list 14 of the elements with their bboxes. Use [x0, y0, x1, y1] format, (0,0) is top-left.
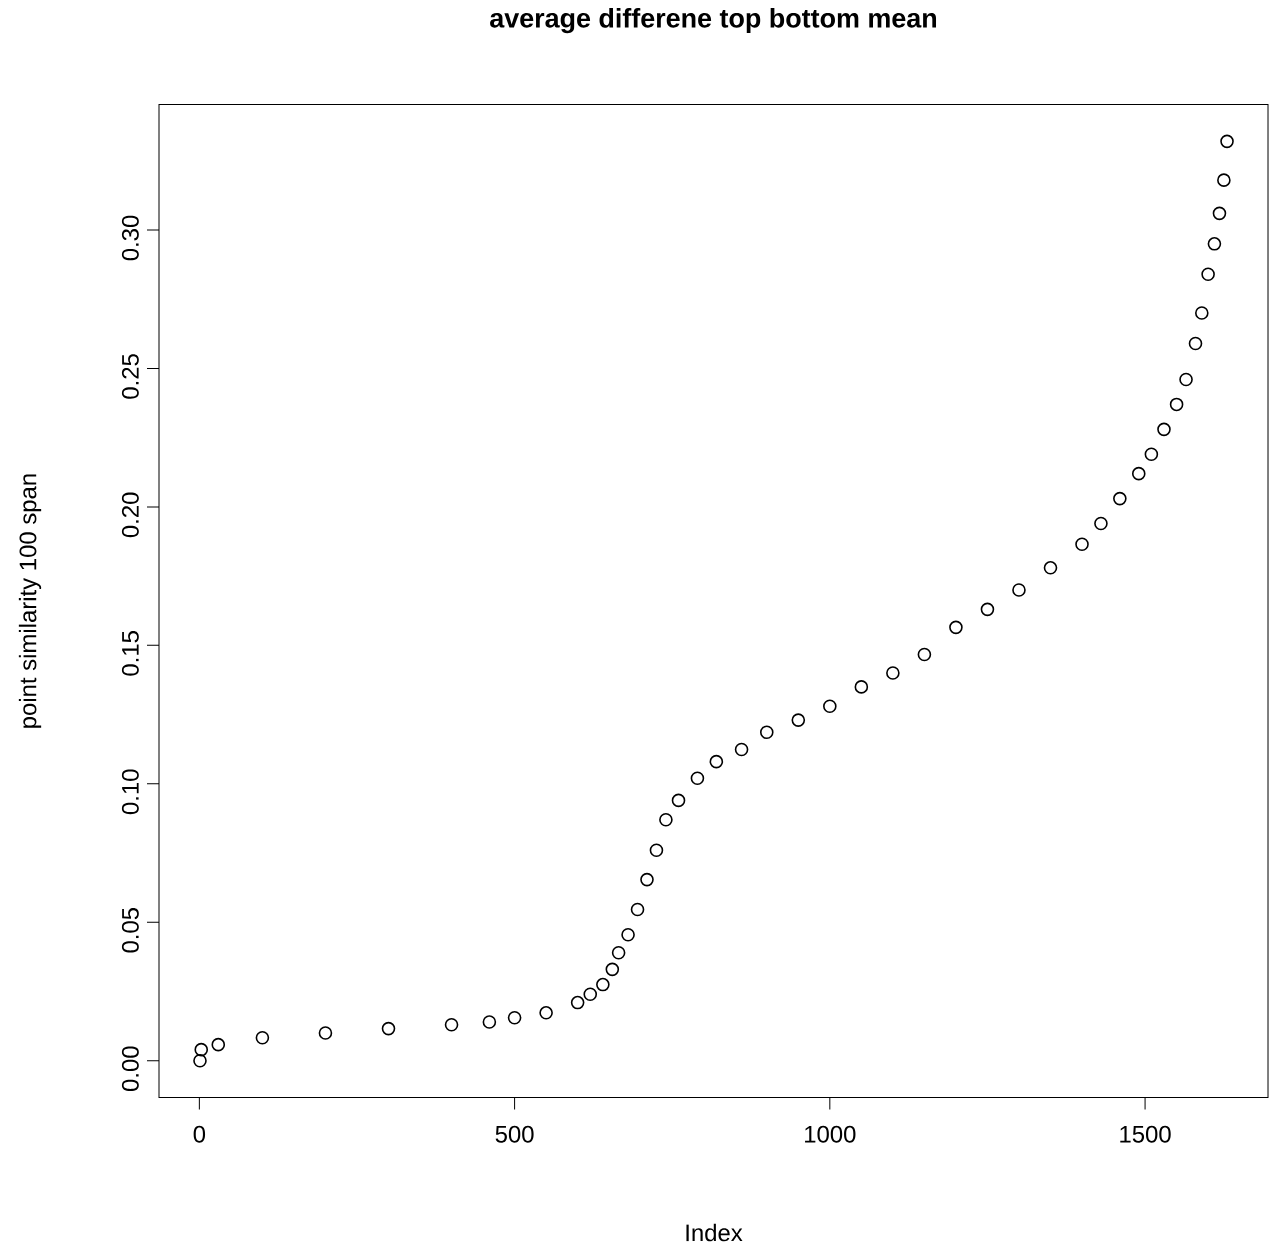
x-tick-label: 0	[193, 1125, 206, 1143]
y-tick-label: 0.25	[121, 354, 139, 399]
y-tick-label: 0.05	[121, 907, 139, 953]
y-tick-label: 0.10	[121, 769, 139, 814]
x-tick-label: 1000	[805, 1125, 856, 1143]
y-tick-label: 0.20	[121, 492, 139, 538]
y-tick-label: 0.30	[121, 215, 139, 261]
x-axis-title: Index	[686, 1223, 743, 1242]
x-tick-label: 1500	[1120, 1125, 1171, 1143]
y-tick-label: 0.15	[121, 630, 139, 676]
y-tick-label: 0.00	[121, 1046, 139, 1091]
x-tick-label: 500	[495, 1125, 534, 1143]
chart-title: average differene top bottom mean	[490, 7, 937, 34]
y-axis-title: point similarity 100 span	[18, 474, 42, 728]
